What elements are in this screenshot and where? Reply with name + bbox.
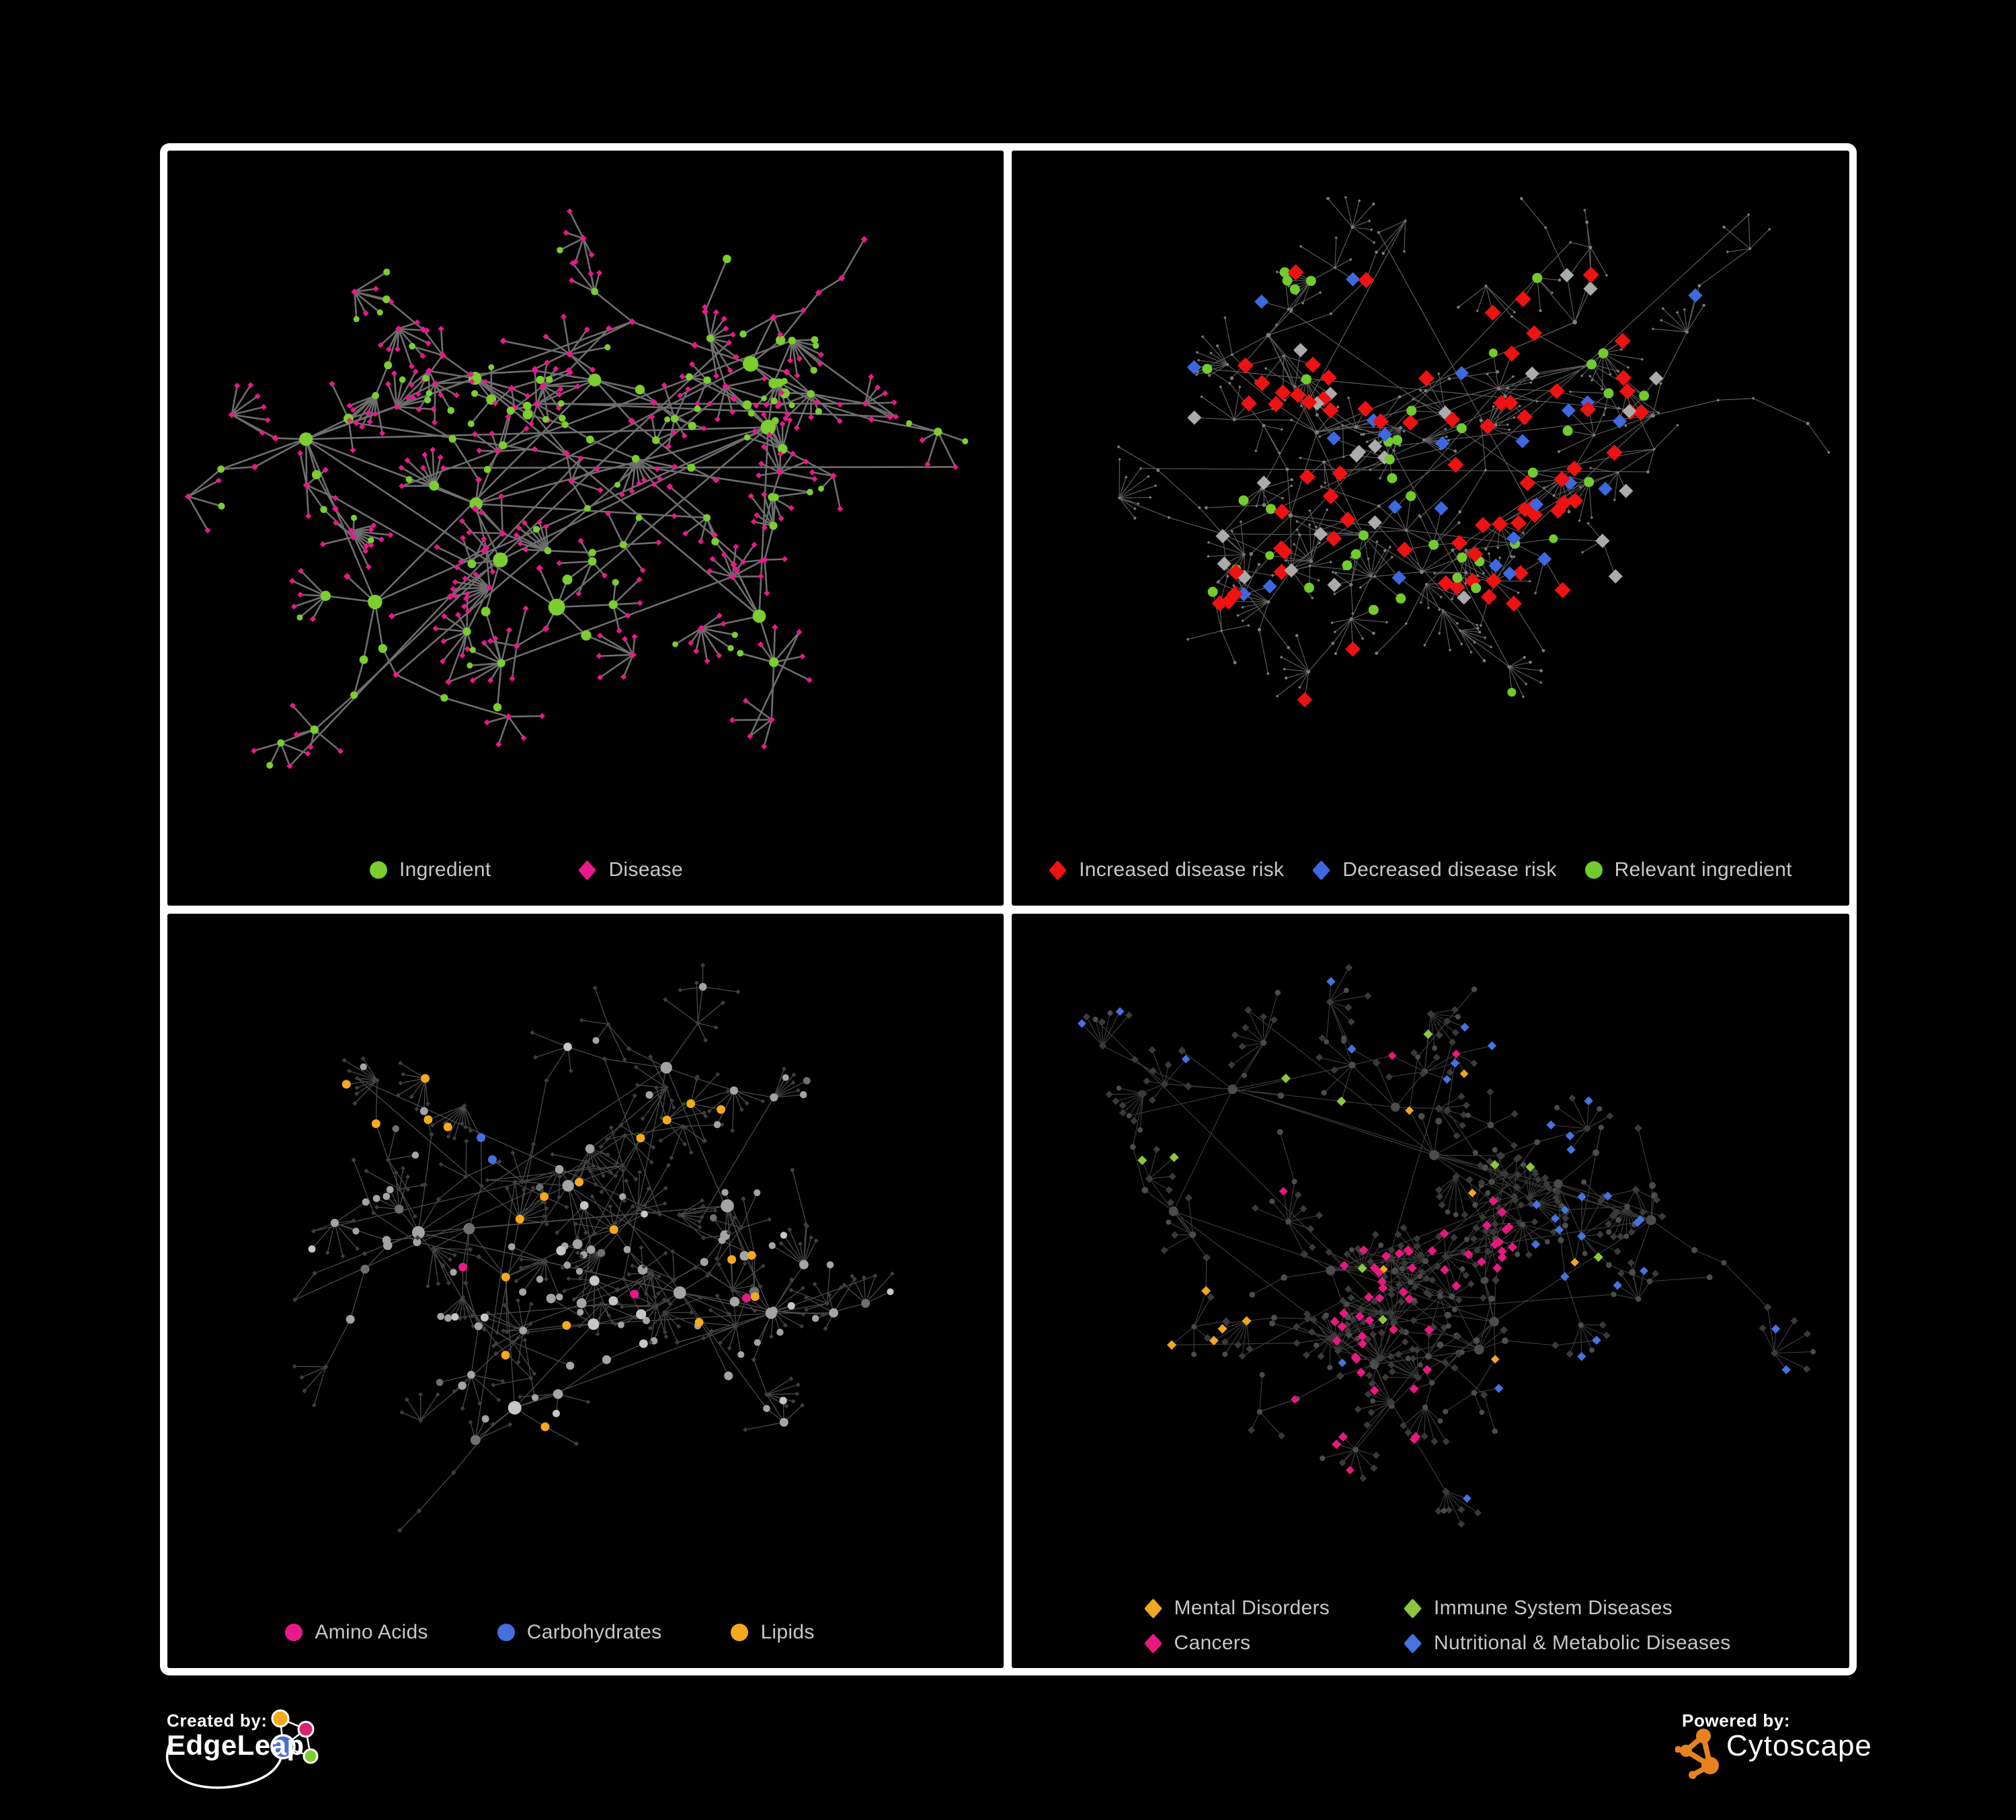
highlight-nodes-layer	[1078, 977, 1791, 1503]
edgeleap-logo-icon	[165, 1709, 319, 1789]
edges-layer	[187, 210, 966, 767]
legend-item: Mental Disorders	[1143, 1597, 1330, 1620]
cytoscape-wordmark: Cytoscape	[1726, 1729, 1872, 1762]
legend-circle-swatch	[497, 1624, 515, 1641]
legend-item: Immune System Diseases	[1404, 1597, 1730, 1620]
legend-item: Relevant ingredient	[1584, 859, 1792, 881]
edges-layer	[294, 965, 893, 1531]
legend-circle-swatch	[1584, 861, 1603, 879]
network-disease-risk	[1117, 196, 1830, 708]
legend-label: Carbohydrates	[526, 1621, 662, 1643]
panel-disease-categories: Mental Disorders Immune System Diseases Ca…	[1012, 914, 1849, 1668]
edgeleap-wordmark: EdgeLeap	[167, 1729, 305, 1761]
legend-item: Carbohydrates	[497, 1621, 662, 1644]
nodes-layer	[1082, 963, 1816, 1528]
legend-diamond-swatch	[1404, 1597, 1422, 1619]
figure-grid: Ingredient Disease Increased disease risk…	[160, 143, 1857, 1675]
edges-layer	[1118, 197, 1829, 700]
legend-item: Lipids	[731, 1621, 814, 1644]
legend-diamond-swatch	[1312, 859, 1331, 881]
panel-macronutrients: Amino Acids Carbohydrates Lipids	[167, 914, 1004, 1668]
legend-diamond-swatch	[1404, 1632, 1422, 1654]
legend-label: Decreased disease risk	[1342, 859, 1557, 881]
legend-diamond-swatch	[1049, 859, 1067, 881]
network-disease-categories	[1078, 963, 1816, 1528]
legend-label: Lipids	[760, 1621, 815, 1643]
highlight-nodes-layer	[1186, 264, 1703, 708]
legend-label: Immune System Diseases	[1434, 1597, 1673, 1619]
cytoscape-logo-icon	[1675, 1729, 1719, 1779]
legend-label: Increased disease risk	[1079, 859, 1285, 881]
legend-item: Cancers	[1143, 1632, 1330, 1655]
legend-disease-risk: Increased disease risk Decreased disease …	[1012, 859, 1839, 881]
legend-label: Ingredient	[399, 859, 491, 881]
legend-macronutrients: Amino Acids Carbohydrates Lipids	[167, 1621, 968, 1644]
legend-item: Nutritional & Metabolic Diseases	[1404, 1632, 1730, 1655]
legend-item: Increased disease risk	[1049, 859, 1284, 881]
legend-label: Cancers	[1174, 1632, 1251, 1654]
panel-ingredient-disease: Ingredient Disease	[167, 151, 1004, 906]
network-ingredient-disease	[184, 208, 969, 770]
legend-label: Amino Acids	[315, 1621, 428, 1643]
highlight-nodes-layer	[341, 1074, 760, 1431]
cytoscape-brand: Powered by: Cytoscape	[1670, 1708, 1885, 1802]
legend-circle-swatch	[370, 861, 388, 879]
legend-item: Amino Acids	[285, 1621, 428, 1644]
legend-diamond-swatch	[1143, 1632, 1162, 1654]
legend-label: Mental Disorders	[1174, 1597, 1330, 1619]
created-by-label: Created by:	[167, 1710, 268, 1731]
legend-label: Relevant ingredient	[1614, 859, 1792, 881]
legend-item: Disease	[578, 859, 683, 881]
network-macronutrients	[292, 963, 895, 1534]
legend-disease-categories: Mental Disorders Immune System Diseases Ca…	[1018, 1597, 1849, 1655]
edgeleap-brand: Created by: EdgeLeap	[160, 1708, 348, 1809]
panel-disease-risk: Increased disease risk Decreased disease …	[1012, 151, 1849, 906]
legend-label: Nutritional & Metabolic Diseases	[1434, 1632, 1731, 1654]
legend-diamond-swatch	[1143, 1597, 1162, 1619]
legend-item: Ingredient	[370, 859, 491, 881]
legend-item: Decreased disease risk	[1312, 859, 1556, 881]
powered-by-label: Powered by:	[1682, 1710, 1791, 1731]
legend-label: Disease	[608, 859, 683, 881]
legend-circle-swatch	[285, 1624, 303, 1641]
legend-ingredient-disease: Ingredient Disease	[167, 859, 944, 881]
legend-diamond-swatch	[578, 859, 597, 881]
nodes-layer	[1117, 196, 1830, 699]
edges-layer	[1081, 967, 1814, 1525]
legend-circle-swatch	[731, 1624, 749, 1641]
